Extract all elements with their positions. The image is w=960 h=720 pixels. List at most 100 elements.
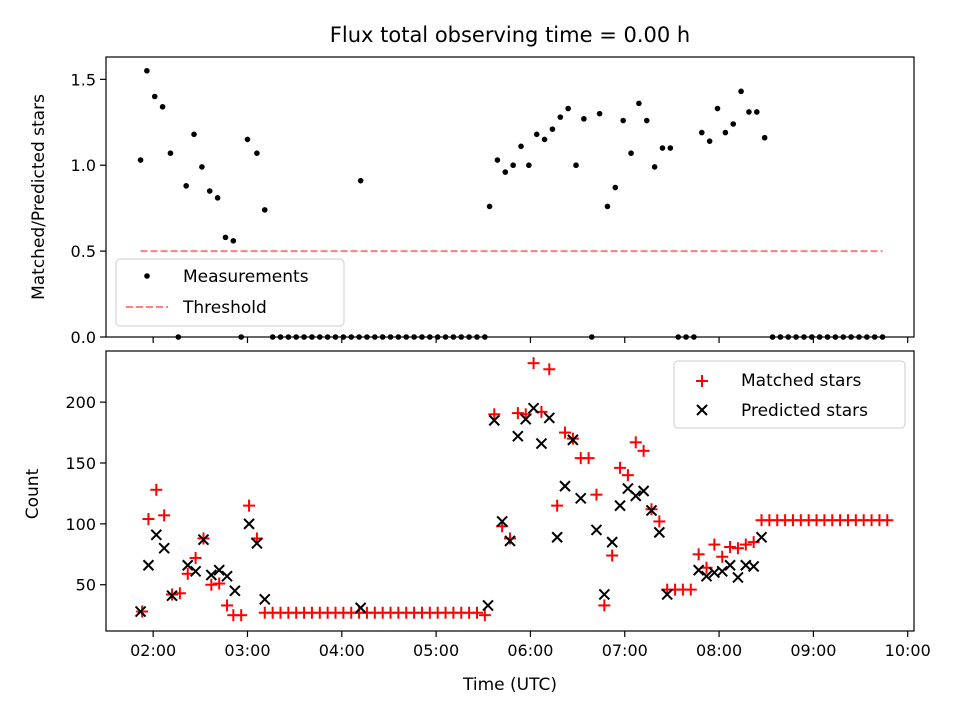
predicted-stars-point: [527, 402, 540, 414]
matched-stars-point: [504, 532, 516, 545]
matched-stars-point: [470, 606, 483, 619]
measurement-point: [151, 93, 158, 100]
measurement-point: [502, 169, 509, 175]
predicted-stars-point: [630, 490, 642, 502]
predicted-stars-point: [692, 564, 705, 576]
predicted-stars-point: [221, 570, 233, 582]
predicted-stars-point: [488, 414, 500, 427]
matched-stars-point: [637, 444, 650, 457]
predicted-stars-point: [182, 559, 194, 571]
measurement-point: [137, 157, 144, 163]
measurement-point: [722, 129, 729, 136]
measurement-point: [636, 100, 642, 107]
measurement-point: [754, 109, 760, 115]
ratio-axis-ticks: 0.0 0.5 1.0 1.5: [71, 70, 909, 347]
x-tick-label: 05:00: [413, 641, 459, 660]
legend-threshold-label: Threshold: [182, 298, 267, 318]
ratio-axes-frame: [105, 56, 915, 338]
matched-stars-point: [243, 499, 256, 512]
predicted-stars-point: [637, 485, 650, 497]
measurement-point: [659, 145, 666, 151]
measurement-point: [510, 162, 516, 169]
measurement-point: [738, 88, 744, 95]
predicted-stars-point: [520, 413, 532, 425]
matched-stars-point: [136, 605, 149, 618]
matched-stars-point: [527, 357, 540, 370]
ratio-legend-box: [115, 258, 345, 327]
matched-stars-point: [731, 542, 744, 555]
measurement-point: [533, 131, 540, 138]
measurement-point: [144, 67, 150, 74]
count-y-axis-label: Count: [23, 468, 43, 519]
predicted-stars-point: [213, 564, 225, 576]
measurement-point: [254, 150, 260, 156]
measurement-point: [261, 207, 268, 213]
matched-stars-point: [614, 461, 627, 474]
x-tick-label: 04:00: [319, 641, 365, 660]
matched-stars-point: [488, 408, 501, 421]
predicted-stars-point: [150, 529, 163, 541]
predicted-stars-point: [700, 570, 713, 582]
predicted-stars-point: [755, 531, 768, 543]
y-tick-label: 1.0: [71, 156, 96, 175]
measurement-point: [698, 129, 705, 136]
measurement-point: [549, 126, 556, 132]
y-tick-label: 100: [65, 515, 96, 534]
measurement-point: [565, 105, 571, 112]
predicted-stars-point: [653, 526, 666, 539]
matched-stars-point: [716, 550, 729, 563]
predicted-stars-point: [158, 542, 170, 554]
x-tick-label: 10:00: [885, 641, 931, 660]
predicted-stars-point: [354, 602, 367, 614]
matched-stars-point: [590, 488, 603, 501]
predicted-stars-point: [243, 518, 255, 530]
measurement-point: [199, 164, 205, 170]
measurement-point: [667, 145, 674, 151]
predicted-stars-point: [661, 588, 673, 601]
measurement-point: [581, 116, 587, 122]
predicted-stars-point: [482, 599, 494, 612]
measurement-point: [706, 138, 713, 144]
y-tick-label: 150: [65, 454, 96, 473]
predicted-stars-point: [251, 537, 263, 550]
matched-stars-point: [881, 514, 894, 527]
legend-measurements-marker: [144, 273, 150, 279]
legend-predicted-marker: [696, 404, 708, 416]
matched-stars-point: [189, 551, 202, 564]
predicted-stars-point: [259, 593, 271, 606]
measurement-point: [604, 203, 611, 210]
measurement-point: [730, 121, 737, 127]
measurement-point: [628, 150, 634, 156]
y-tick-label: 1.5: [71, 70, 96, 89]
measurement-point: [486, 203, 493, 210]
legend-predicted-label: Predicted stars: [741, 401, 868, 421]
legend-matched-marker: [696, 375, 708, 387]
matched-stars-point: [478, 609, 491, 622]
predicted-stars-point: [567, 434, 579, 446]
measurement-point: [761, 134, 768, 141]
predicted-stars-point: [724, 559, 736, 571]
matched-stars-point: [559, 426, 572, 439]
x-tick-label: 09:00: [790, 641, 836, 660]
matched-stars-point: [724, 541, 737, 553]
matched-stars-point: [213, 577, 226, 590]
predicted-stars-point: [496, 515, 508, 528]
measurement-point: [214, 195, 221, 201]
predicted-stars-point: [197, 533, 210, 546]
matched-stars-point: [739, 538, 752, 551]
predicted-stars-point: [645, 504, 658, 517]
predicted-stars-point: [166, 589, 178, 602]
predicted-stars-point: [590, 524, 603, 536]
matched-stars-point: [158, 509, 171, 522]
predicted-stars-point: [598, 588, 611, 601]
predicted-stars-point: [716, 565, 728, 578]
matched-stars-point: [235, 609, 248, 622]
measurement-point: [714, 105, 721, 112]
measurement-point: [494, 157, 501, 163]
y-tick-label: 0.0: [71, 328, 96, 347]
ratio-legend: Measurements Threshold: [115, 258, 345, 327]
legend-measurements-label: Measurements: [183, 267, 309, 287]
matched-stars-point: [221, 599, 234, 612]
x-tick-label: 07:00: [602, 641, 648, 660]
y-tick-label: 200: [65, 393, 96, 412]
